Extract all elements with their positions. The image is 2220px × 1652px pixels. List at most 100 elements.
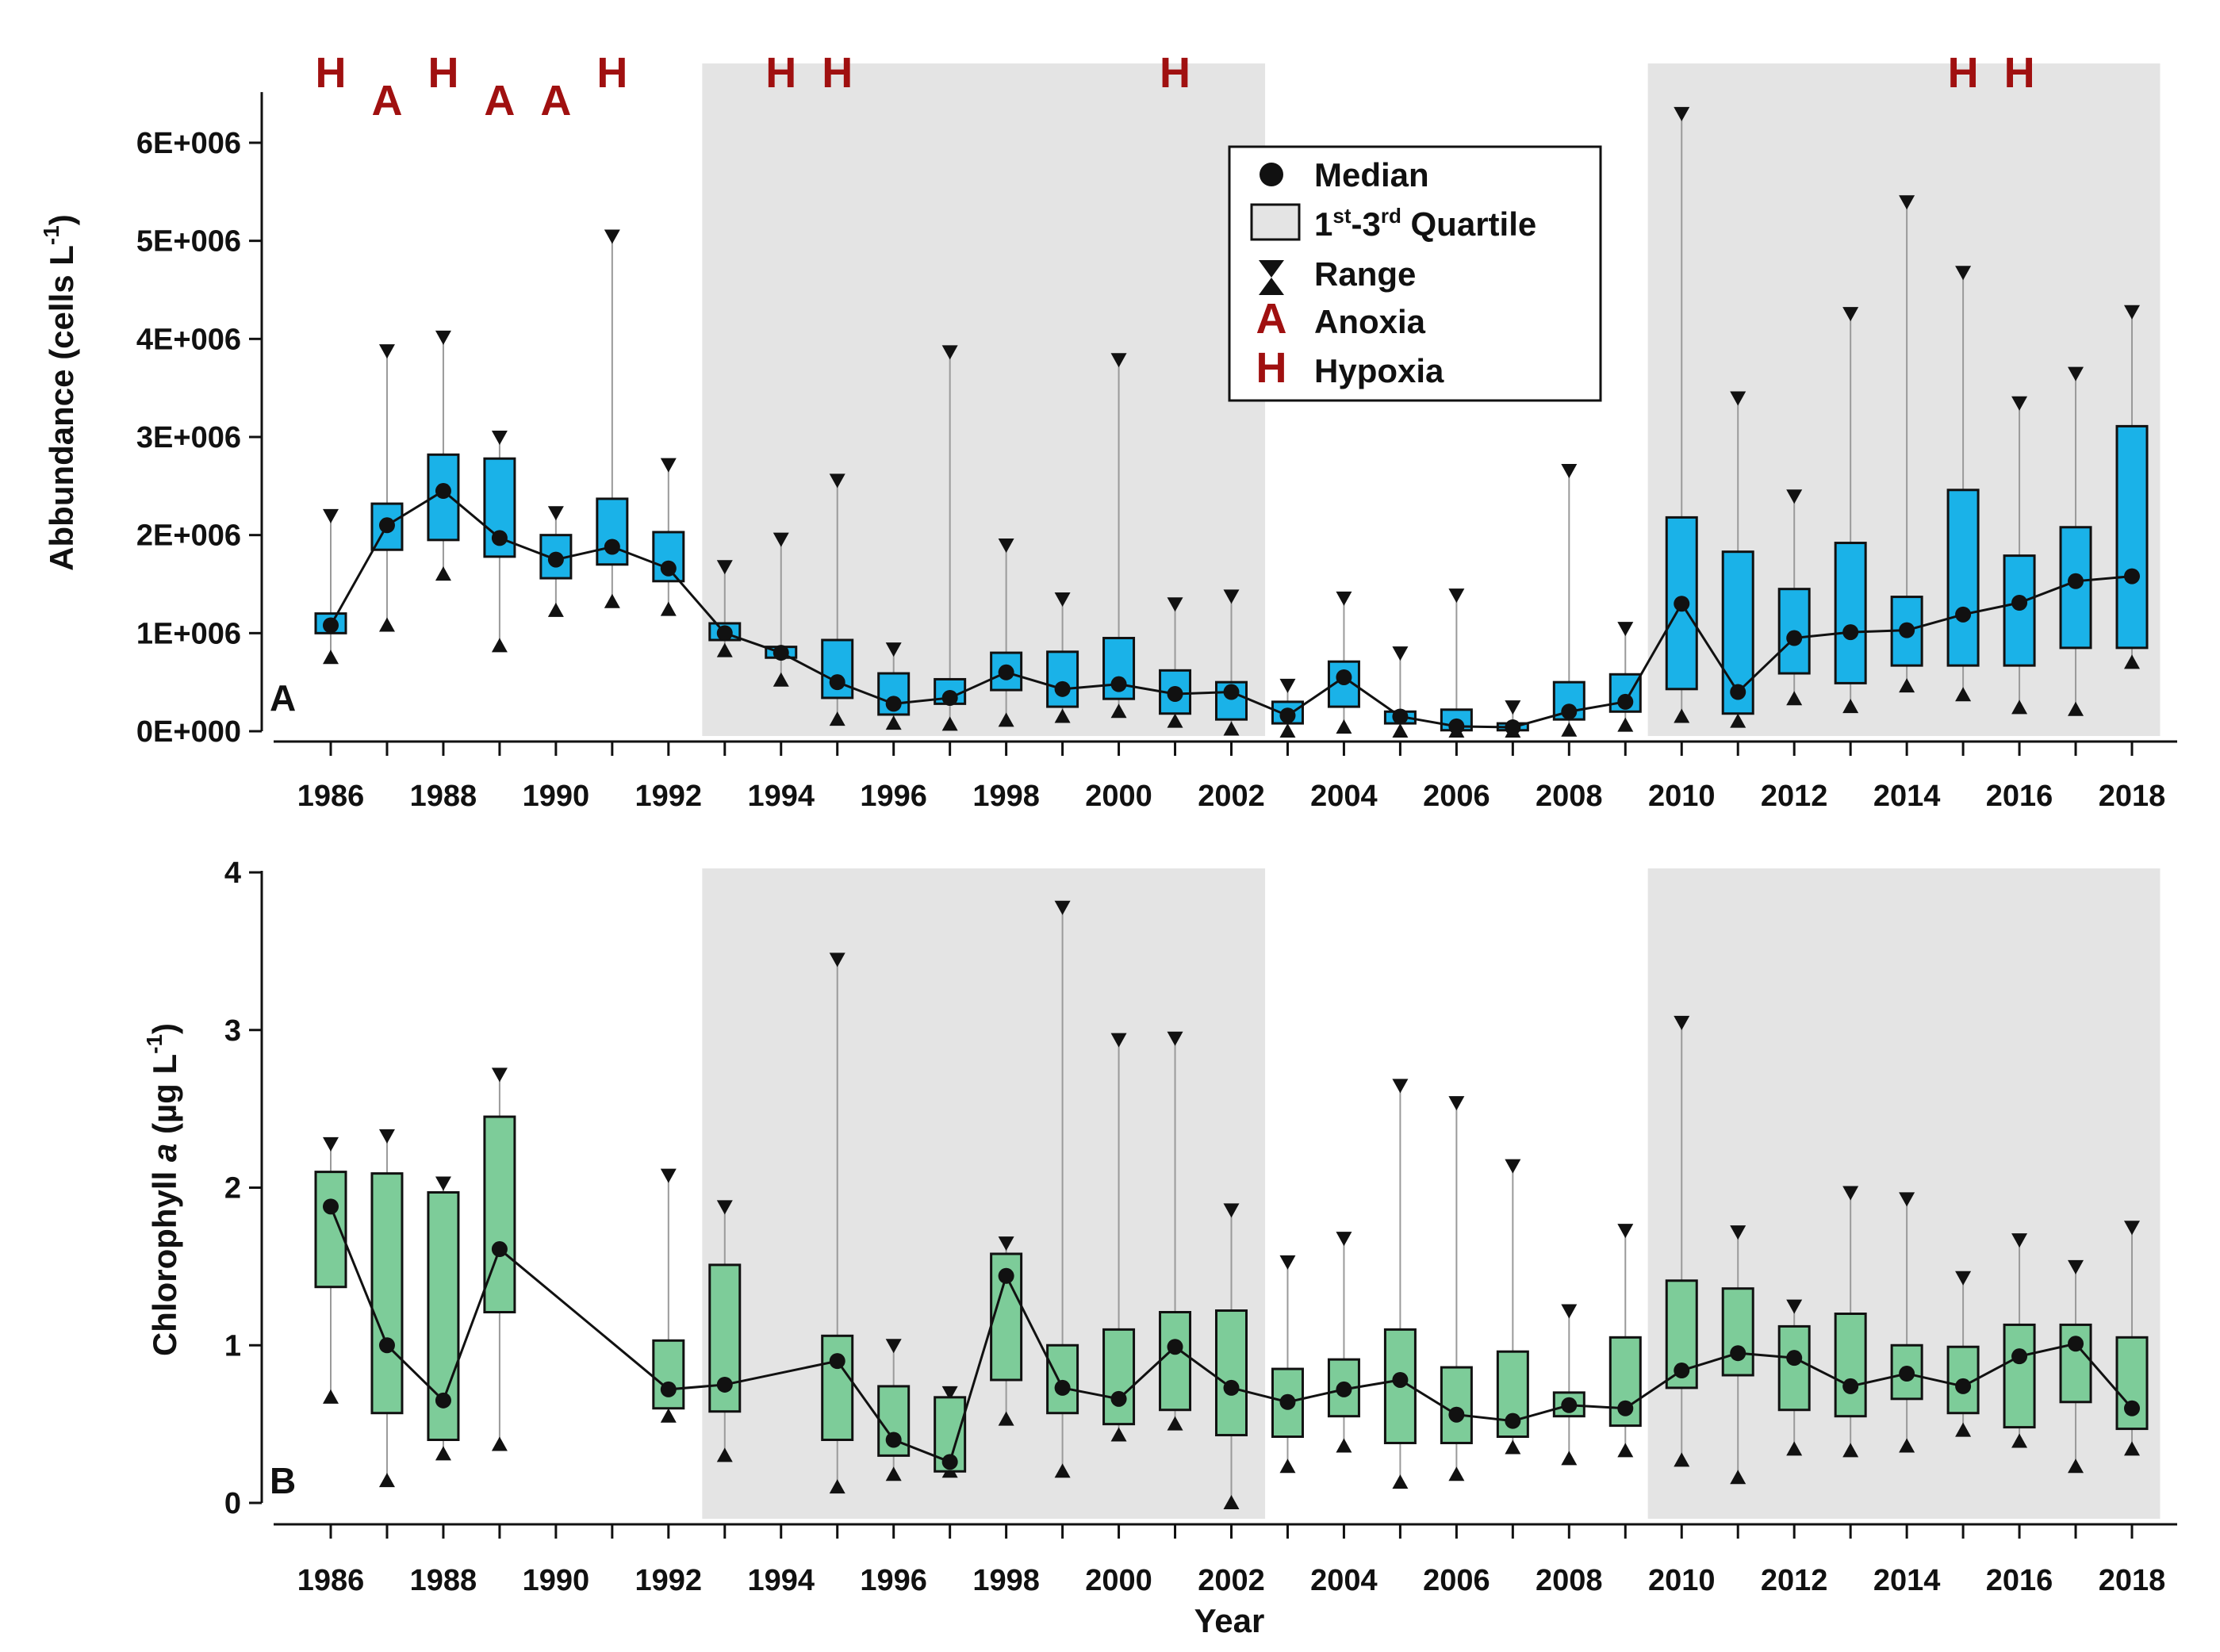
min-marker xyxy=(998,1411,1014,1426)
min-marker xyxy=(829,711,845,726)
median-point xyxy=(1167,1339,1183,1355)
x-tick-label: 2006 xyxy=(1423,780,1490,813)
x-tick-label: 2002 xyxy=(1198,1564,1265,1597)
median-point xyxy=(941,1454,958,1470)
box-2013 xyxy=(1834,1186,1867,1458)
max-marker xyxy=(829,473,845,489)
min-marker xyxy=(829,1479,845,1494)
x-tick-label: 1990 xyxy=(523,1564,590,1597)
min-marker xyxy=(2068,1458,2084,1474)
panel-a-letter: A xyxy=(270,677,296,719)
iqr-box xyxy=(1834,542,1867,684)
box-1987 xyxy=(370,344,404,632)
box-2016 xyxy=(2003,1233,2036,1448)
x-tick-label: 1994 xyxy=(747,780,815,813)
box-2014 xyxy=(1890,1192,1923,1453)
box-1989 xyxy=(483,431,516,653)
min-marker xyxy=(378,617,395,632)
max-marker xyxy=(1955,266,1972,281)
min-marker xyxy=(547,602,564,617)
min-marker xyxy=(941,716,958,731)
max-marker xyxy=(1110,353,1127,368)
box-1986 xyxy=(314,508,347,665)
median-point xyxy=(1279,707,1296,724)
box-2018 xyxy=(2115,1221,2149,1456)
min-marker xyxy=(1223,1495,1240,1509)
min-marker xyxy=(1674,1452,1690,1467)
x-tick-label: 1994 xyxy=(747,1564,815,1597)
x-tick-label: 2008 xyxy=(1536,780,1603,813)
min-marker xyxy=(1561,1451,1578,1466)
iqr-box xyxy=(483,457,516,558)
median-point xyxy=(2124,1400,2140,1416)
median-point xyxy=(1392,1371,1409,1388)
y-tick-label: 0 xyxy=(224,1487,241,1520)
box-1987 xyxy=(370,1129,404,1488)
max-marker xyxy=(435,1176,451,1191)
min-marker xyxy=(885,1466,902,1481)
hypoxia-marker: H xyxy=(428,49,458,97)
max-marker xyxy=(885,642,902,657)
min-marker xyxy=(1955,687,1972,702)
min-marker xyxy=(1674,708,1690,723)
y-tick-label: 0E+000 xyxy=(136,715,241,749)
min-marker xyxy=(1899,1438,1915,1453)
max-marker xyxy=(604,229,620,244)
iqr-box xyxy=(2115,424,2149,650)
max-marker xyxy=(1054,592,1071,608)
max-marker xyxy=(1730,1225,1746,1240)
median-point xyxy=(323,617,339,634)
legend-hypoxia-symbol: H xyxy=(1256,344,1287,392)
median-point xyxy=(1448,1406,1465,1423)
box-1999 xyxy=(1046,592,1079,723)
min-marker xyxy=(1730,713,1746,728)
hypoxia-marker: H xyxy=(596,49,627,97)
x-tick-label: 2004 xyxy=(1310,780,1378,813)
max-marker xyxy=(1955,1271,1972,1286)
x-tick-label: 1992 xyxy=(635,1564,703,1597)
y-tick-label: 1E+006 xyxy=(136,617,241,650)
min-marker xyxy=(1223,721,1240,736)
median-point xyxy=(2068,573,2084,589)
max-marker xyxy=(2011,1233,2028,1248)
y-tick-label: 1 xyxy=(224,1329,241,1363)
min-marker xyxy=(660,601,677,616)
max-marker xyxy=(1617,622,1634,637)
iqr-box xyxy=(370,1172,404,1415)
box-2004 xyxy=(1327,1232,1360,1453)
iqr-box xyxy=(1834,1313,1867,1418)
median-point xyxy=(1786,1350,1803,1366)
max-marker xyxy=(1054,900,1071,915)
box-2014 xyxy=(1890,195,1923,693)
x-tick-label: 2016 xyxy=(1986,780,2053,813)
x-tick-label: 2018 xyxy=(2099,780,2166,813)
median-point xyxy=(378,517,395,534)
median-point xyxy=(1617,1400,1634,1416)
max-marker xyxy=(378,1129,395,1144)
x-tick-label: 2014 xyxy=(1873,780,1941,813)
median-point xyxy=(2011,594,2028,611)
min-marker xyxy=(323,650,339,665)
median-point xyxy=(435,1392,451,1409)
panel-a: 0E+000 1E+006 2E+006 3E+006 4E+006 5E+006 6E+0… xyxy=(136,49,2177,813)
x-tick-label: 2000 xyxy=(1085,1564,1152,1597)
min-marker xyxy=(1392,1474,1409,1489)
max-marker xyxy=(323,1136,339,1152)
median-point xyxy=(829,674,845,691)
median-point xyxy=(1336,1381,1352,1397)
min-marker xyxy=(323,1389,339,1404)
max-marker xyxy=(2011,396,2028,411)
box-2007 xyxy=(1496,1159,1529,1455)
max-marker xyxy=(1786,489,1803,504)
x-tick-label: 1988 xyxy=(410,1564,477,1597)
max-marker xyxy=(1223,1203,1240,1218)
legend-range-symbol xyxy=(1259,260,1284,295)
x-tick-label: 2008 xyxy=(1536,1564,1603,1597)
max-marker xyxy=(885,1339,902,1354)
max-marker xyxy=(1842,307,1859,322)
max-marker xyxy=(1674,106,1690,121)
legend-quartile-symbol xyxy=(1250,203,1301,241)
box-2018 xyxy=(2115,305,2149,669)
legend-median-symbol xyxy=(1260,163,1283,186)
